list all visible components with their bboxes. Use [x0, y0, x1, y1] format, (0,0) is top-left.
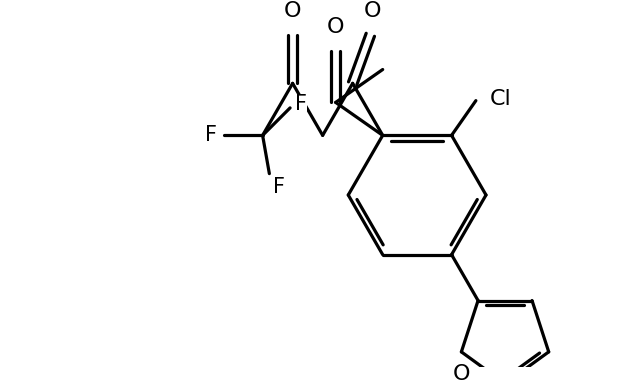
Text: O: O — [327, 17, 344, 37]
Text: O: O — [452, 364, 470, 384]
Text: F: F — [273, 177, 285, 197]
Text: Cl: Cl — [490, 89, 512, 109]
Text: O: O — [364, 1, 381, 21]
Text: F: F — [296, 94, 307, 114]
Text: F: F — [205, 125, 217, 146]
Text: O: O — [284, 1, 301, 21]
